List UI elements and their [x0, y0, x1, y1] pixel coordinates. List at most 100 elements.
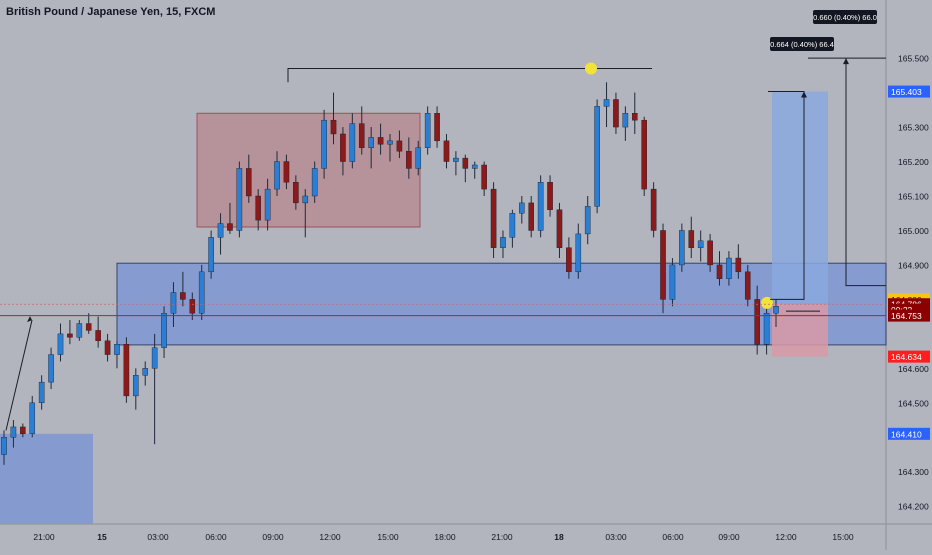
candle-body — [528, 202, 535, 231]
y-tick-label: 165.100 — [898, 192, 929, 202]
candle-body — [716, 264, 723, 279]
supply-zone-red — [196, 112, 421, 228]
price-label: 164.410 — [888, 427, 930, 440]
candle-body — [198, 271, 205, 314]
x-tick-label: 18 — [554, 532, 564, 542]
x-tick-label: 18:00 — [434, 532, 456, 542]
candle-body — [245, 168, 252, 197]
measure-label-2-text: 0.660 (0.40%) 66.0 — [813, 13, 877, 22]
candle — [566, 237, 572, 279]
candle-body — [726, 257, 732, 279]
candle-body — [142, 368, 149, 376]
candle-body — [38, 381, 45, 404]
candle-body — [641, 119, 647, 190]
x-tick-label: 15:00 — [832, 532, 854, 542]
candle-body — [679, 230, 685, 266]
candle — [481, 161, 487, 196]
candle-body — [377, 137, 384, 145]
candle — [603, 82, 610, 128]
candle-body — [415, 147, 422, 169]
candle-body — [537, 182, 544, 231]
candle — [330, 92, 337, 145]
y-tick-label: 164.900 — [898, 260, 929, 270]
candle — [697, 230, 704, 262]
x-tick-label: 21:00 — [491, 532, 513, 542]
candle — [161, 306, 167, 358]
demand-zone-lower-left — [0, 433, 93, 524]
candle — [283, 154, 290, 190]
candle-body — [490, 188, 497, 248]
candle — [669, 258, 676, 307]
candle — [594, 99, 600, 214]
candle — [707, 233, 713, 272]
candle — [377, 123, 384, 155]
y-tick-label: 165.500 — [898, 54, 929, 64]
candle-body — [434, 113, 440, 142]
candle-body — [622, 113, 629, 128]
x-tick-label: 09:00 — [262, 532, 284, 542]
candle-body — [293, 182, 299, 204]
candle — [650, 182, 657, 238]
candle-body — [509, 213, 516, 238]
candle — [236, 161, 243, 238]
x-tick-label: 03:00 — [605, 532, 627, 542]
candle — [415, 140, 422, 176]
candle — [631, 92, 638, 134]
candle — [349, 113, 356, 169]
measure-label-2: 0.660 (0.40%) 66.0 — [813, 10, 877, 24]
candle — [264, 178, 271, 231]
candle-body — [321, 119, 327, 169]
measure-arrow-2 — [843, 58, 849, 65]
candle-body — [575, 233, 582, 273]
candle-body — [471, 164, 478, 169]
candle-body — [236, 168, 243, 231]
candle-body — [519, 202, 525, 214]
candle — [10, 420, 17, 448]
y-tick-label: 164.600 — [898, 364, 929, 374]
candle-body — [123, 344, 130, 397]
candle — [443, 133, 450, 169]
candle — [302, 189, 309, 238]
candle-body — [754, 299, 760, 345]
candle-body — [20, 426, 26, 435]
candle-body — [358, 123, 365, 148]
candle-body — [669, 264, 676, 300]
candle-body — [10, 426, 17, 438]
candle-body — [151, 347, 158, 369]
measure-label-1-bg — [770, 37, 834, 51]
x-tick-label: 03:00 — [147, 532, 169, 542]
candle-body — [114, 344, 120, 355]
candle — [114, 340, 120, 369]
candle-body — [481, 164, 487, 190]
x-tick-label: 06:00 — [205, 532, 227, 542]
candle — [434, 106, 440, 148]
candle — [744, 264, 751, 307]
candle-body — [556, 209, 563, 248]
candle — [95, 316, 101, 348]
candle-body — [566, 247, 572, 273]
price-label: 164.634 — [888, 350, 930, 363]
candle — [679, 223, 685, 272]
candle — [500, 230, 506, 259]
price-label: 164.753 — [888, 309, 930, 322]
candle — [424, 106, 431, 155]
candle-body — [462, 157, 469, 169]
candle-body — [189, 299, 196, 314]
candle-body — [104, 340, 111, 355]
candle — [716, 251, 723, 286]
candle-body — [613, 99, 619, 128]
long-position-target-zone — [772, 91, 828, 305]
candle-body — [283, 161, 290, 183]
candle-body — [1, 437, 7, 455]
candle-body — [217, 223, 224, 238]
x-tick-label: 12:00 — [319, 532, 341, 542]
candle — [104, 333, 111, 362]
candle — [688, 216, 695, 259]
candle-body — [584, 206, 591, 235]
candle — [462, 154, 469, 183]
candle — [735, 244, 742, 279]
candle — [509, 209, 516, 248]
price-label: 165.403 — [888, 85, 930, 98]
candle-body — [67, 333, 73, 338]
